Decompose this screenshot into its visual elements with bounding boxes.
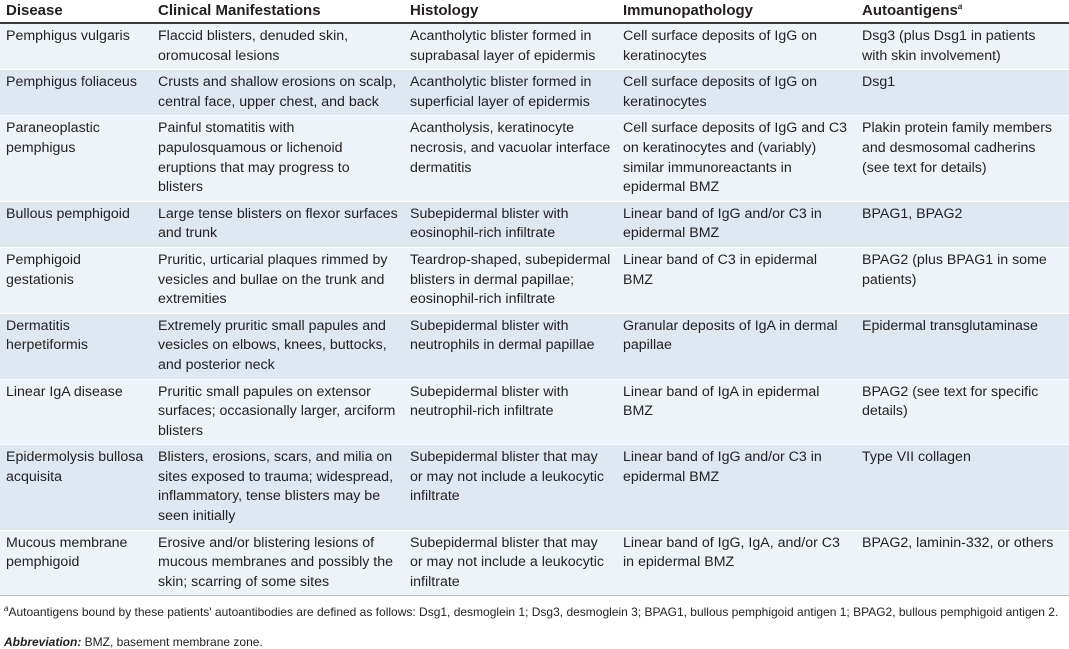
header-row: Disease Clinical Manifestations Histolog… [0, 0, 1069, 24]
cell-immunopathology: Cell surface deposits of IgG on keratino… [617, 22, 856, 70]
cell-histology: Acantholytic blister formed in superfici… [404, 69, 617, 116]
cell-immunopathology: Linear band of C3 in epidermal BMZ [617, 246, 856, 314]
cell-clinical-manifestations: Pruritic, urticarial plaques rimmed by v… [152, 246, 404, 314]
cell-disease: Epidermolysis bullosa acquisita [0, 444, 152, 531]
table-row: Linear IgA disease Pruritic small papules… [0, 378, 1069, 445]
header-histology: Histology [404, 0, 617, 24]
cell-disease: Bullous pemphigoid [0, 200, 152, 248]
disease-table: Disease Clinical Manifestations Histolog… [0, 0, 1069, 597]
cell-histology: Teardrop-shaped, subepidermal blisters i… [404, 246, 617, 314]
header-disease: Disease [0, 0, 152, 24]
cell-clinical-manifestations: Flaccid blisters, denuded skin, oromucos… [152, 22, 404, 70]
cell-clinical-manifestations: Crusts and shallow erosions on scalp, ce… [152, 69, 404, 116]
cell-histology: Subepidermal blister that may or may not… [404, 444, 617, 531]
table-row: Pemphigus vulgaris Flaccid blisters, denu… [0, 22, 1069, 70]
cell-disease: Pemphigus vulgaris [0, 22, 152, 70]
table-row: Dermatitis herpetiformis Extremely prurit… [0, 312, 1069, 379]
header-autoantigens-label: Autoantigens [862, 2, 958, 19]
abbreviation-label: Abbreviation: [4, 635, 82, 649]
cell-immunopathology: Linear band of IgG and/or C3 in epiderma… [617, 444, 856, 531]
cell-disease: Pemphigus foliaceus [0, 69, 152, 116]
cell-autoantigens: BPAG2, laminin-332, or others [856, 529, 1069, 597]
cell-autoantigens: Dsg1 [856, 69, 1069, 116]
cell-clinical-manifestations: Large tense blisters on flexor surfaces … [152, 200, 404, 248]
cell-autoantigens: Dsg3 (plus Dsg1 in patients with skin in… [856, 22, 1069, 70]
cell-clinical-manifestations: Extremely pruritic small papules and ves… [152, 312, 404, 379]
cell-immunopathology: Linear band of IgG, IgA, and/or C3 in ep… [617, 529, 856, 597]
cell-autoantigens: Type VII collagen [856, 444, 1069, 531]
cell-immunopathology: Linear band of IgA in epidermal BMZ [617, 378, 856, 445]
header-immunopathology: Immunopathology [617, 0, 856, 24]
table-row: Bullous pemphigoid Large tense blisters o… [0, 200, 1069, 248]
table-row: Pemphigus foliaceus Crusts and shallow er… [0, 69, 1069, 116]
cell-autoantigens: BPAG2 (see text for specific details) [856, 378, 1069, 445]
footnote-mark: a [957, 2, 963, 11]
cell-immunopathology: Linear band of IgG and/or C3 in epiderma… [617, 200, 856, 248]
cell-clinical-manifestations: Blisters, erosions, scars, and milia on … [152, 444, 404, 531]
cell-clinical-manifestations: Painful stomatitis with papulosquamous o… [152, 115, 404, 202]
cell-immunopathology: Cell surface deposits of IgG and C3 on k… [617, 115, 856, 202]
cell-histology: Subepidermal blister with eosinophil-ric… [404, 200, 617, 248]
footnote-text: Autoantigens bound by these patients' au… [8, 605, 1059, 620]
cell-disease: Linear IgA disease [0, 378, 152, 445]
abbreviation-note: Abbreviation: BMZ, basement membrane zon… [0, 635, 1069, 649]
cell-disease: Dermatitis herpetiformis [0, 312, 152, 379]
cell-histology: Acantholysis, keratinocyte necrosis, and… [404, 115, 617, 202]
cell-autoantigens: Epidermal transglutaminase [856, 312, 1069, 379]
table-row: Epidermolysis bullosa acquisita Blisters,… [0, 444, 1069, 531]
header-autoantigens: Autoantigensa [856, 0, 1069, 24]
table-row: Pemphigoid gestationis Pruritic, urticari… [0, 246, 1069, 314]
footnote-mark: a [4, 604, 9, 614]
cell-clinical-manifestations: Pruritic small papules on extensor surfa… [152, 378, 404, 445]
cell-disease: Paraneoplastic pemphigus [0, 115, 152, 202]
header-clinical: Clinical Manifestations [152, 0, 404, 24]
cell-clinical-manifestations: Erosive and/or blistering lesions of muc… [152, 529, 404, 597]
table-row: Mucous membrane pemphigoid Erosive and/or… [0, 529, 1069, 597]
cell-disease: Mucous membrane pemphigoid [0, 529, 152, 597]
cell-autoantigens: BPAG2 (plus BPAG1 in some patients) [856, 246, 1069, 314]
abbreviation-text: BMZ, basement membrane zone. [81, 635, 263, 649]
cell-autoantigens: BPAG1, BPAG2 [856, 200, 1069, 248]
cell-autoantigens: Plakin protein family members and desmos… [856, 115, 1069, 202]
cell-histology: Acantholytic blister formed in suprabasa… [404, 22, 617, 70]
cell-immunopathology: Cell surface deposits of IgG on keratino… [617, 69, 856, 116]
table-row: Paraneoplastic pemphigus Painful stomatit… [0, 115, 1069, 202]
footnote: aAutoantigens bound by these patients' a… [0, 596, 1069, 621]
cell-histology: Subepidermal blister with neutrophil-ric… [404, 378, 617, 445]
cell-immunopathology: Granular deposits of IgA in dermal papil… [617, 312, 856, 379]
cell-disease: Pemphigoid gestationis [0, 246, 152, 314]
cell-histology: Subepidermal blister with neutrophils in… [404, 312, 617, 379]
cell-histology: Subepidermal blister that may or may not… [404, 529, 617, 597]
